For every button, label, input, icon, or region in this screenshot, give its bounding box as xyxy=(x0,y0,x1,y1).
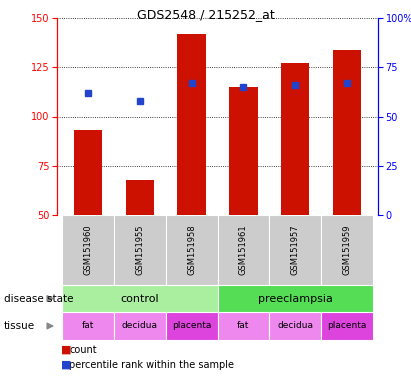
Bar xyxy=(281,63,309,215)
Bar xyxy=(114,215,166,285)
Text: fat: fat xyxy=(82,321,94,331)
Text: GSM151957: GSM151957 xyxy=(291,225,300,275)
Text: ■: ■ xyxy=(61,345,72,355)
Text: decidua: decidua xyxy=(122,321,158,331)
Text: fat: fat xyxy=(237,321,249,331)
Bar xyxy=(74,130,102,215)
Text: GSM151958: GSM151958 xyxy=(187,225,196,275)
Bar xyxy=(269,215,321,285)
Text: percentile rank within the sample: percentile rank within the sample xyxy=(69,360,234,370)
Bar xyxy=(321,215,373,285)
Text: decidua: decidua xyxy=(277,321,313,331)
Text: ■: ■ xyxy=(61,360,72,370)
Text: count: count xyxy=(69,345,97,355)
Bar xyxy=(178,34,206,215)
Bar xyxy=(62,312,114,340)
Text: control: control xyxy=(120,293,159,303)
Bar xyxy=(114,312,166,340)
Text: GSM151959: GSM151959 xyxy=(342,225,351,275)
Text: preeclampsia: preeclampsia xyxy=(258,293,332,303)
Text: GDS2548 / 215252_at: GDS2548 / 215252_at xyxy=(136,8,275,21)
Text: tissue: tissue xyxy=(4,321,35,331)
Bar xyxy=(166,215,217,285)
Bar xyxy=(321,312,373,340)
Text: GSM151961: GSM151961 xyxy=(239,225,248,275)
Bar xyxy=(126,180,154,215)
Bar xyxy=(166,312,217,340)
Text: GSM151960: GSM151960 xyxy=(83,225,92,275)
Bar xyxy=(269,312,321,340)
Text: placenta: placenta xyxy=(327,321,367,331)
Text: placenta: placenta xyxy=(172,321,211,331)
Text: GSM151955: GSM151955 xyxy=(135,225,144,275)
Bar xyxy=(332,50,361,215)
Bar xyxy=(217,312,269,340)
Text: disease state: disease state xyxy=(4,293,74,303)
Bar xyxy=(217,285,373,312)
Bar xyxy=(217,215,269,285)
Bar xyxy=(62,215,114,285)
Bar xyxy=(62,285,217,312)
Bar xyxy=(229,87,258,215)
